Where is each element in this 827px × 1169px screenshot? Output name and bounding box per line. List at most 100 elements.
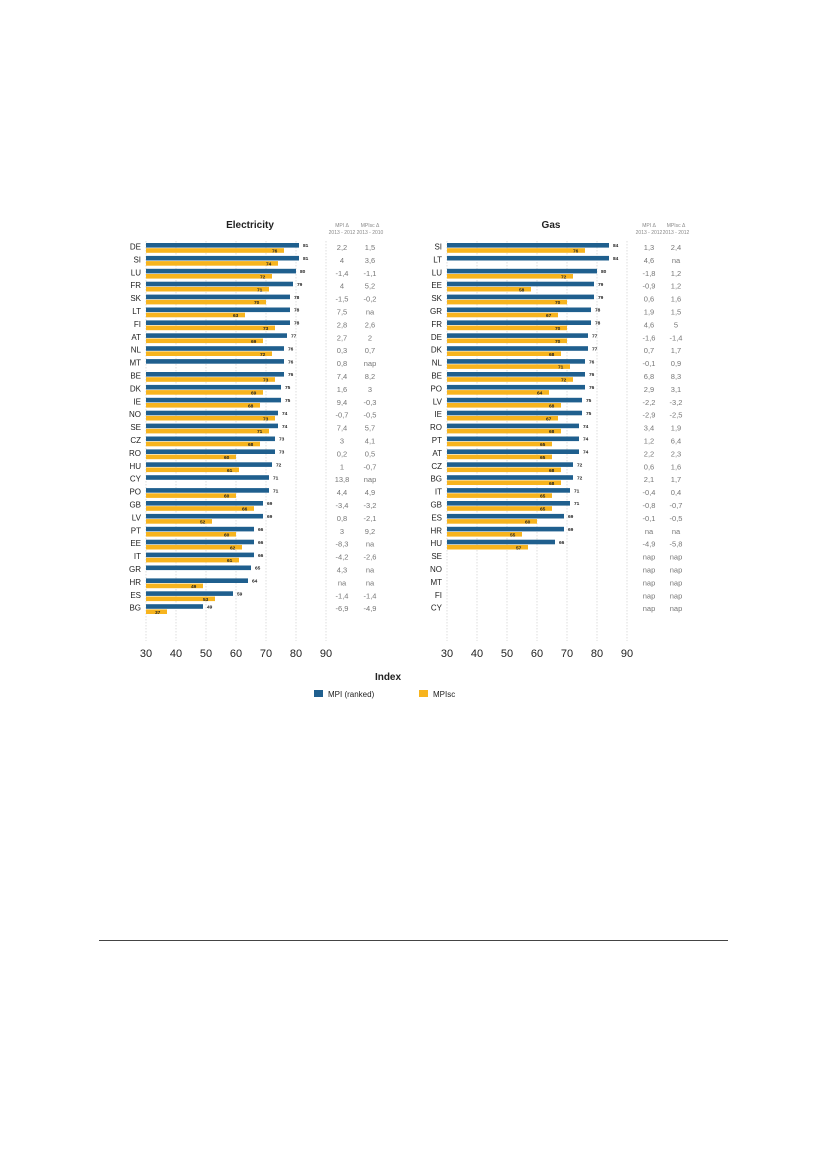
electricity-mpi-bar: [146, 268, 296, 274]
electricity-mpisc-delta-value: 2: [368, 333, 372, 342]
electricity-mpi-data-label: 78: [294, 295, 300, 301]
electricity-category-label: FR: [130, 281, 141, 290]
electricity-mpisc-delta-value: 4,9: [365, 488, 375, 497]
electricity-mpisc-bar: [146, 544, 242, 550]
gas-category-label: IT: [435, 488, 442, 497]
gas-mpi-data-label: 74: [583, 437, 589, 443]
gas-mpi-delta-value: nap: [643, 553, 656, 562]
gas-mpi-bar: [447, 539, 555, 545]
gas-mpi-delta-header: MPI Δ: [642, 223, 656, 229]
gas-mpi-delta-value: 0,6: [644, 462, 654, 471]
gas-mpi-bar: [447, 281, 594, 287]
gas-mpisc-data-label: 72: [561, 378, 567, 384]
gas-mpisc-data-label: 76: [573, 249, 579, 255]
electricity-category-label: SE: [130, 423, 141, 432]
electricity-mpi-delta-value: 3: [340, 527, 344, 536]
electricity-mpisc-delta-value: nap: [364, 359, 377, 368]
gas-mpi-delta-value: -1,6: [643, 333, 656, 342]
legend-mpisc-swatch: [419, 690, 428, 697]
electricity-mpi-delta-value: -4,2: [336, 553, 349, 562]
electricity-category-label: IE: [133, 397, 141, 406]
gas-mpi-delta-value: nap: [643, 604, 656, 613]
electricity-mpisc-delta-header: MPIsc Δ: [361, 223, 380, 229]
electricity-mpisc-bar: [146, 506, 254, 511]
gas-mpi-bar: [447, 243, 609, 248]
gas-category-label: BE: [431, 372, 442, 381]
gas-mpisc-delta-value: -1,4: [670, 333, 683, 342]
electricity-mpisc-delta-value: na: [366, 578, 375, 587]
gas-mpisc-bar: [447, 428, 561, 434]
gas-category-label: RO: [430, 423, 442, 432]
legend-mpi-swatch: [314, 690, 323, 697]
electricity-mpi-delta-header: MPI Δ: [335, 223, 349, 229]
electricity-mpisc-delta-value: -2,1: [364, 514, 377, 523]
electricity-mpi-data-label: 59: [237, 592, 243, 598]
electricity-mpi-bar: [146, 372, 284, 377]
gas-category-label: LT: [433, 255, 442, 264]
electricity-category-label: DK: [130, 384, 142, 393]
electricity-mpisc-delta-value: 2,6: [365, 320, 375, 329]
gas-mpisc-bar: [447, 403, 561, 408]
gas-mpisc-delta-value: -3,2: [670, 398, 683, 407]
gas-mpisc-data-label: 65: [540, 507, 546, 513]
electricity-mpi-data-label: 66: [258, 540, 264, 546]
electricity-mpisc-delta-value: 3,6: [365, 256, 375, 265]
gas-mpi-data-label: 75: [586, 398, 592, 404]
gas-mpi-data-label: 79: [598, 282, 604, 288]
electricity-category-label: FI: [134, 320, 141, 329]
electricity-category-label: CY: [130, 475, 142, 484]
gas-category-label: PO: [430, 384, 442, 393]
electricity-x-tick-label: 40: [170, 648, 182, 660]
gas-mpi-bar: [447, 449, 579, 454]
electricity-mpisc-bar: [146, 261, 278, 266]
gas-mpi-data-label: 84: [613, 256, 619, 262]
gas-x-tick-label: 30: [441, 648, 453, 660]
electricity-mpi-delta-value: 4: [340, 282, 344, 291]
gas-category-label: SK: [431, 294, 442, 303]
gas-mpi-data-label: 84: [613, 243, 619, 249]
electricity-mpisc-bar: [146, 493, 236, 498]
gas-mpisc-data-label: 68: [549, 468, 555, 474]
electricity-mpi-bar: [146, 255, 299, 261]
electricity-mpisc-bar: [146, 338, 263, 344]
gas-mpisc-data-label: 70: [555, 339, 561, 345]
electricity-category-label: CZ: [130, 436, 141, 445]
electricity-mpi-bar: [146, 307, 290, 313]
electricity-category-label: LU: [131, 268, 141, 277]
gas-mpisc-data-label: 68: [549, 429, 555, 435]
gas-mpi-delta-value: -0,9: [643, 282, 656, 291]
electricity-mpisc-data-label: 68: [248, 403, 254, 409]
gas-mpisc-bar: [447, 467, 561, 473]
electricity-mpisc-data-label: 76: [272, 249, 278, 255]
electricity-mpi-delta-value: 0,3: [337, 346, 347, 355]
electricity-category-label: MT: [129, 359, 141, 368]
electricity-mpisc-delta-value: -0,5: [364, 411, 377, 420]
electricity-mpisc-data-label: 60: [224, 532, 230, 538]
electricity-mpi-data-label: 49: [207, 604, 213, 610]
gas-mpi-bar: [447, 410, 582, 416]
gas-mpi-data-label: 72: [577, 475, 583, 481]
gas-mpi-bar: [447, 294, 594, 300]
gas-mpisc-delta-header-years: 2013 - 2012: [663, 230, 690, 236]
electricity-mpi-bar: [146, 462, 272, 467]
gas-mpi-delta-value: nap: [643, 566, 656, 575]
electricity-mpi-data-label: 73: [279, 450, 285, 456]
gas-mpi-delta-value: 1,3: [644, 243, 654, 252]
gas-mpisc-delta-value: nap: [670, 553, 683, 562]
gas-mpisc-delta-value: -0,7: [670, 501, 683, 510]
electricity-mpisc-delta-value: nap: [364, 475, 377, 484]
electricity-mpisc-data-label: 70: [254, 300, 260, 306]
electricity-mpi-data-label: 71: [273, 488, 279, 494]
gas-mpi-data-label: 77: [592, 334, 598, 340]
gas-category-label: HU: [430, 539, 442, 548]
electricity-mpi-delta-value: 0,2: [337, 449, 347, 458]
electricity-mpi-data-label: 75: [285, 398, 291, 404]
electricity-mpi-data-label: 75: [285, 385, 291, 391]
gas-category-label: FR: [431, 320, 442, 329]
gas-category-label: NL: [432, 359, 443, 368]
electricity-mpi-delta-value: 2,8: [337, 320, 347, 329]
electricity-mpisc-delta-value: -4,9: [364, 604, 377, 613]
electricity-mpisc-bar: [146, 532, 236, 537]
gas-category-label: IE: [434, 410, 442, 419]
electricity-mpisc-delta-value: -0,3: [364, 398, 377, 407]
